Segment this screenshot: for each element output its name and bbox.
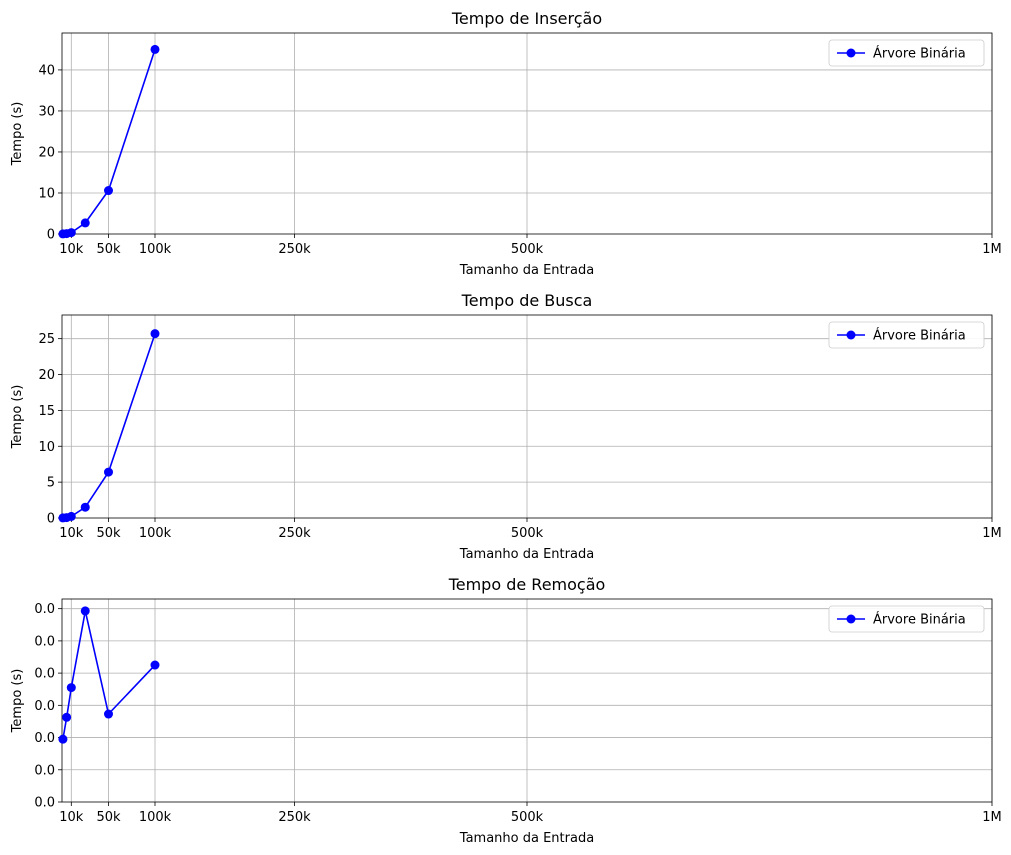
data-point bbox=[80, 502, 90, 512]
legend-marker bbox=[846, 48, 856, 58]
data-point bbox=[104, 709, 113, 719]
x-axis-label: Tamanho da Entrada bbox=[459, 547, 594, 562]
series-line bbox=[62, 333, 156, 519]
data-point bbox=[150, 329, 160, 339]
y-tick-label: 0.0 bbox=[34, 602, 55, 617]
x-tick-label: 1M bbox=[982, 526, 1002, 541]
y-tick-label: 0.0 bbox=[34, 667, 55, 682]
y-tick-label: 0 bbox=[47, 512, 55, 527]
x-tick-label: 100k bbox=[139, 526, 172, 541]
y-tick-label: 0.0 bbox=[34, 796, 55, 811]
x-tick-label: 500k bbox=[511, 810, 544, 825]
y-tick-label: 0.0 bbox=[34, 763, 55, 778]
x-tick-label: 100k bbox=[139, 242, 172, 257]
legend-label: Árvore Binária bbox=[873, 46, 966, 62]
y-axis-label: Tempo (s) bbox=[10, 102, 25, 167]
legend: Árvore Binária bbox=[828, 605, 985, 633]
legend-label: Árvore Binária bbox=[873, 328, 966, 344]
y-tick-label: 40 bbox=[38, 63, 55, 78]
y-tick-label: 15 bbox=[38, 404, 55, 419]
x-tick-label: 50k bbox=[96, 810, 121, 825]
data-point bbox=[66, 511, 76, 521]
x-tick-label: 1M bbox=[982, 242, 1002, 257]
legend-box bbox=[828, 321, 985, 349]
x-tick-label: 500k bbox=[511, 242, 544, 257]
x-tick-label: 50k bbox=[96, 526, 121, 541]
x-axis-label: Tamanho da Entrada bbox=[459, 831, 594, 846]
y-tick-label: 20 bbox=[38, 368, 55, 383]
x-tick-label: 10k bbox=[59, 810, 84, 825]
x-tick-label: 250k bbox=[278, 810, 311, 825]
legend: Árvore Binária bbox=[828, 321, 985, 349]
y-tick-label: 30 bbox=[38, 104, 55, 119]
y-tick-label: 10 bbox=[38, 186, 55, 201]
chart-title: Tempo de Remoção bbox=[448, 575, 606, 594]
y-axis-label: Tempo (s) bbox=[10, 669, 25, 734]
y-axis-label: Tempo (s) bbox=[10, 385, 25, 450]
legend-label: Árvore Binária bbox=[873, 612, 966, 628]
data-point bbox=[150, 44, 160, 54]
x-tick-label: 10k bbox=[59, 526, 84, 541]
y-tick-label: 10 bbox=[38, 440, 55, 455]
x-tick-label: 250k bbox=[278, 242, 311, 257]
subplot-2: 0 5 10 15 20 25 10k 50k 100k 250k 500k 1M Tempo de B… bbox=[10, 291, 1002, 562]
legend-marker bbox=[846, 330, 856, 340]
y-tick-label: 0.0 bbox=[34, 634, 55, 649]
y-tick-label: 20 bbox=[38, 145, 55, 160]
subplot-1: 0 10 20 30 40 10k 50k 100k 250k 500k 1M Tempo de In… bbox=[10, 9, 1002, 278]
data-point bbox=[104, 467, 113, 477]
legend-box bbox=[828, 605, 985, 633]
legend: Árvore Binária bbox=[828, 39, 985, 67]
data-point bbox=[80, 218, 90, 228]
data-point bbox=[58, 734, 68, 744]
data-point bbox=[66, 683, 76, 693]
legend-marker bbox=[846, 614, 856, 624]
chart-title: Tempo de Busca bbox=[461, 291, 593, 310]
legend-box bbox=[828, 39, 985, 67]
y-tick-label: 25 bbox=[38, 332, 55, 347]
x-tick-label: 500k bbox=[511, 526, 544, 541]
data-point bbox=[80, 606, 90, 616]
y-tick-label: 5 bbox=[47, 476, 55, 491]
y-tick-label: 0.0 bbox=[34, 731, 55, 746]
y-tick-label: 0.0 bbox=[34, 699, 55, 714]
subplot-3: 0.0 0.0 0.0 0.0 0.0 0.0 0.0 10k 50k 100k 250k 500k 1… bbox=[10, 575, 1002, 846]
data-point bbox=[104, 186, 113, 196]
x-tick-label: 50k bbox=[96, 242, 121, 257]
x-tick-label: 100k bbox=[139, 810, 172, 825]
data-point bbox=[62, 712, 72, 722]
chart-title: Tempo de Inserção bbox=[451, 9, 602, 28]
x-axis-label: Tamanho da Entrada bbox=[459, 263, 594, 278]
x-tick-label: 10k bbox=[59, 242, 84, 257]
x-tick-label: 1M bbox=[982, 810, 1002, 825]
series-line bbox=[62, 610, 156, 740]
data-point bbox=[150, 660, 160, 670]
x-tick-label: 250k bbox=[278, 526, 311, 541]
data-point bbox=[66, 228, 76, 238]
series-line bbox=[62, 49, 156, 235]
y-tick-label: 0 bbox=[47, 228, 55, 243]
